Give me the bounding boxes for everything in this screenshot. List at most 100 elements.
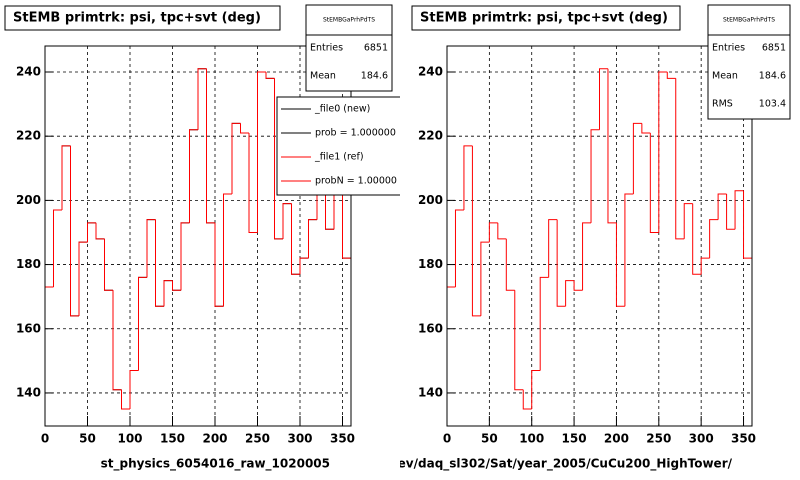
histogram-bin	[497, 222, 507, 240]
stats-label: Entries	[310, 43, 343, 54]
histogram-bin	[734, 190, 744, 230]
stats-label: Mean	[310, 71, 336, 82]
stats-box	[305, 4, 393, 92]
histogram-bin	[717, 193, 727, 220]
y-tick-label: 180	[16, 257, 41, 271]
histogram-bin	[197, 68, 207, 130]
histogram-bin	[53, 209, 62, 288]
histogram-bin	[172, 280, 181, 291]
x-tick-label: 200	[604, 432, 629, 446]
chart-title: StEMB primtrk: psi, tpc+svt (deg)	[13, 11, 261, 26]
title-box	[411, 5, 681, 31]
histogram-bin	[214, 222, 224, 307]
plot-frame	[44, 45, 352, 427]
histogram-bin	[138, 276, 147, 371]
histogram-bin	[299, 257, 309, 275]
histogram-bin	[615, 222, 625, 307]
x-tick-label: 250	[245, 432, 270, 446]
legend-label: _file0 (new)	[314, 104, 370, 115]
stats-value: 184.6	[759, 71, 786, 82]
histogram-bin	[308, 219, 317, 259]
histogram-bin	[121, 389, 130, 410]
histogram-bin	[624, 193, 634, 307]
histogram-bin	[333, 190, 343, 230]
y-tick-label: 220	[16, 129, 41, 143]
y-tick-label: 180	[418, 257, 443, 271]
histogram-bin	[471, 145, 481, 317]
x-tick-label: 300	[689, 432, 714, 446]
y-tick-label: 160	[418, 321, 443, 335]
histogram-bin	[146, 219, 156, 278]
y-tick-label: 200	[418, 193, 443, 207]
chart-title: StEMB primtrk: psi, tpc+svt (deg)	[420, 11, 668, 26]
histogram-bin	[282, 203, 292, 239]
histogram-bin	[539, 276, 549, 371]
x-tick-label: 200	[202, 432, 227, 446]
histogram-bin	[675, 78, 685, 240]
histogram-bin	[666, 71, 676, 79]
histogram-bin	[223, 193, 232, 307]
histogram-bin	[683, 203, 693, 239]
histogram-bin	[163, 280, 173, 307]
histogram-bin	[138, 276, 147, 371]
histogram-bin	[333, 190, 343, 230]
histogram-bin	[454, 209, 464, 288]
histogram-bin	[44, 286, 54, 426]
histogram-bin	[248, 132, 258, 233]
histogram-bin	[206, 68, 215, 224]
y-tick-label: 140	[418, 385, 443, 399]
histogram-bin	[87, 222, 96, 243]
stats-label: RMS	[712, 99, 733, 110]
histogram-bin	[95, 222, 105, 240]
histogram-bin	[726, 193, 736, 230]
histogram-bin	[531, 369, 541, 409]
histogram-bin	[565, 280, 575, 307]
histogram-bin	[316, 193, 326, 220]
histogram-bin	[257, 71, 266, 233]
title-box	[4, 5, 281, 31]
histogram-bin	[95, 222, 105, 240]
legend-box	[276, 96, 400, 196]
x-tick-label: 150	[562, 432, 587, 446]
histogram-bin	[104, 238, 113, 291]
histogram-bin	[172, 280, 181, 291]
stats-label: Mean	[712, 71, 738, 82]
histogram-bin	[548, 219, 558, 278]
stats-label: Entries	[712, 43, 745, 54]
x-tick-label: 0	[41, 432, 49, 446]
histogram-bin	[87, 222, 96, 243]
x-axis-label: dev/daq_sl302/Sat/year_2005/CuCu200_High…	[389, 457, 733, 472]
y-tick-label: 240	[16, 64, 41, 78]
y-tick-label: 240	[418, 64, 443, 78]
histogram-bin	[641, 123, 651, 134]
histogram-bin	[240, 123, 249, 134]
histogram-bin	[709, 219, 719, 259]
x-tick-label: 50	[481, 432, 498, 446]
histogram-bin	[607, 68, 617, 224]
histogram-bin	[257, 71, 266, 233]
histogram-bin	[282, 203, 292, 239]
histogram-bin	[189, 129, 198, 223]
histogram-bin	[53, 209, 62, 288]
plot-frame	[446, 45, 753, 427]
histogram-bin	[573, 280, 583, 291]
x-tick-label: 300	[287, 432, 312, 446]
histogram-bin	[342, 190, 352, 426]
histogram-bin	[342, 190, 352, 426]
stats-value: 6851	[762, 43, 786, 54]
legend-label: _file1 (ref)	[314, 152, 364, 163]
histogram-bin	[743, 190, 753, 426]
x-tick-label: 100	[117, 432, 142, 446]
histogram-bin	[590, 129, 600, 223]
x-tick-label: 50	[79, 432, 96, 446]
histogram-bin	[189, 129, 198, 223]
histogram-bin	[248, 132, 258, 233]
x-tick-label: 150	[160, 432, 185, 446]
histogram-bin	[522, 389, 532, 410]
x-tick-label: 350	[731, 432, 756, 446]
histogram-bin	[78, 241, 88, 316]
histogram-bin	[599, 68, 608, 130]
stats-box	[707, 4, 791, 120]
